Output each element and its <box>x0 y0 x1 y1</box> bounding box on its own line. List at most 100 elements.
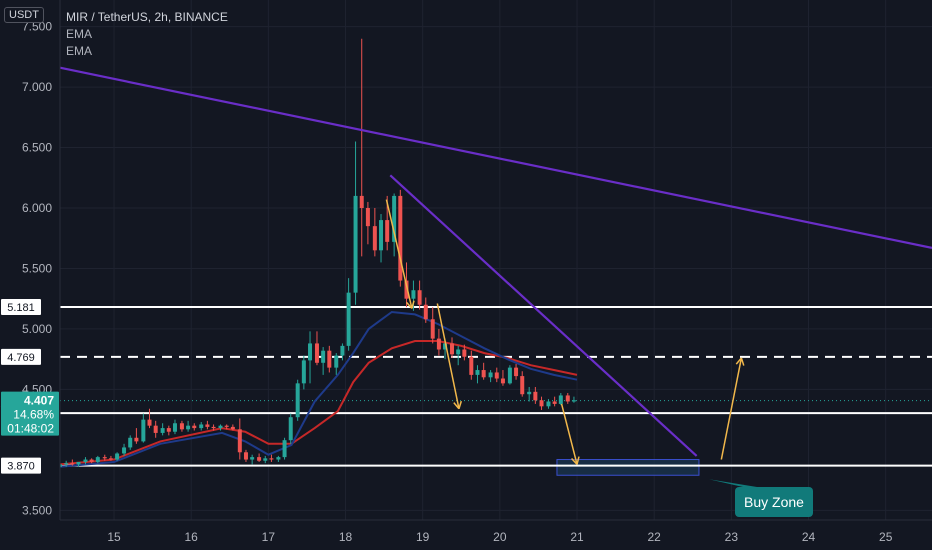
price-badge-line: 4.407 <box>24 394 54 408</box>
price-badge-box <box>1 391 59 436</box>
candle-body <box>546 401 551 407</box>
candle-body <box>95 457 100 462</box>
candle-body <box>392 195 397 242</box>
candle-body <box>558 395 563 404</box>
arrow-shaft <box>436 303 460 409</box>
trendline <box>59 66 932 249</box>
candle-body <box>128 437 133 448</box>
candle-body <box>469 356 474 375</box>
candle-body <box>153 425 158 433</box>
trendline <box>389 174 698 457</box>
buy-zone-box <box>556 459 700 476</box>
candle-body <box>237 429 242 453</box>
price-levels <box>60 306 932 467</box>
y-tick-label: 5.500 <box>22 261 52 275</box>
candle-body <box>462 349 467 357</box>
candle-body <box>539 400 544 407</box>
x-tick-label: 18 <box>339 530 353 544</box>
arrow-head <box>405 301 413 309</box>
indicator-ema-2[interactable]: EMA <box>66 44 93 58</box>
candle-body <box>211 426 216 429</box>
candle-body <box>365 208 370 227</box>
arrows <box>385 199 745 465</box>
candle-body <box>160 428 165 433</box>
candle-body <box>475 370 480 375</box>
x-axis[interactable]: 15 16 17 18 19 20 21 22 23 24 25 <box>60 521 932 550</box>
y-tick-label: 7.500 <box>22 20 52 34</box>
x-tick-label: 17 <box>262 530 276 544</box>
arrow-head <box>411 300 415 309</box>
candle-body <box>269 458 274 460</box>
candle-body <box>520 376 525 395</box>
arrow-head <box>453 402 460 410</box>
candle-body <box>423 304 428 320</box>
callout-pointer <box>708 479 757 487</box>
price-badge-line: 14.68% <box>13 408 54 422</box>
candle-body <box>436 338 441 350</box>
x-tick-label: 15 <box>107 530 121 544</box>
x-tick-label: 16 <box>185 530 199 544</box>
level-label: 4.769 <box>7 352 35 364</box>
candle-body <box>404 280 409 299</box>
candle-body <box>443 343 448 350</box>
ema-lines <box>59 310 578 468</box>
candle-body <box>314 343 319 363</box>
candle-body <box>411 290 416 299</box>
candle-body <box>108 458 113 460</box>
x-axis-panel <box>60 521 932 550</box>
candle-body <box>166 428 171 432</box>
arrow-shaft <box>385 199 413 309</box>
buy-zone-rect <box>556 459 700 476</box>
candle-body <box>192 425 197 429</box>
candle-body <box>308 343 313 361</box>
candle-body <box>301 360 306 384</box>
candle-body <box>230 426 235 430</box>
x-tick-label: 23 <box>725 530 739 544</box>
callout-box <box>735 487 813 517</box>
arrow-shaft <box>560 403 578 465</box>
candle-body <box>250 457 255 460</box>
candle-body <box>172 423 177 432</box>
candle-body <box>430 319 435 339</box>
buy-zone-callout[interactable]: Buy Zone <box>708 479 813 517</box>
candle-body <box>456 349 461 355</box>
candle-body <box>122 447 127 454</box>
y-tick-label: 5.000 <box>22 322 52 336</box>
candle-body <box>282 440 287 458</box>
candle-body <box>340 345 345 356</box>
candle-body <box>379 220 384 251</box>
candle-body <box>527 391 532 395</box>
candle-body <box>359 195 364 208</box>
ema-line <box>59 310 578 468</box>
symbol-title: MIR / TetherUS, 2h, BINANCE <box>66 10 228 24</box>
candle-body <box>89 459 94 462</box>
y-tick-label: 6.000 <box>22 201 52 215</box>
indicator-ema-1[interactable]: EMA <box>66 27 93 41</box>
candle-body <box>565 395 570 402</box>
level-label-box <box>1 457 41 474</box>
buy-zone-label: Buy Zone <box>744 494 804 510</box>
candle-body <box>571 400 576 402</box>
currency-label[interactable]: USDT <box>4 7 44 23</box>
candle-body <box>552 401 557 404</box>
candle-body <box>205 424 210 427</box>
candle-body <box>334 355 339 368</box>
x-tick-label: 19 <box>416 530 430 544</box>
arrow-head <box>458 400 463 409</box>
candle-body <box>288 417 293 441</box>
candle-body <box>141 419 146 442</box>
candle-body <box>115 453 120 460</box>
candle-body <box>199 424 204 429</box>
y-axis[interactable]: 7.5007.0006.5006.0005.5005.0004.5003.500… <box>0 0 61 550</box>
candle-body <box>450 343 455 355</box>
candle-body <box>179 423 184 430</box>
candle-body <box>257 457 262 461</box>
candle-body <box>327 350 332 368</box>
level-label: 3.870 <box>7 461 35 473</box>
arrow-head <box>576 456 580 465</box>
candle-body <box>500 378 505 384</box>
candle-body <box>64 463 69 465</box>
